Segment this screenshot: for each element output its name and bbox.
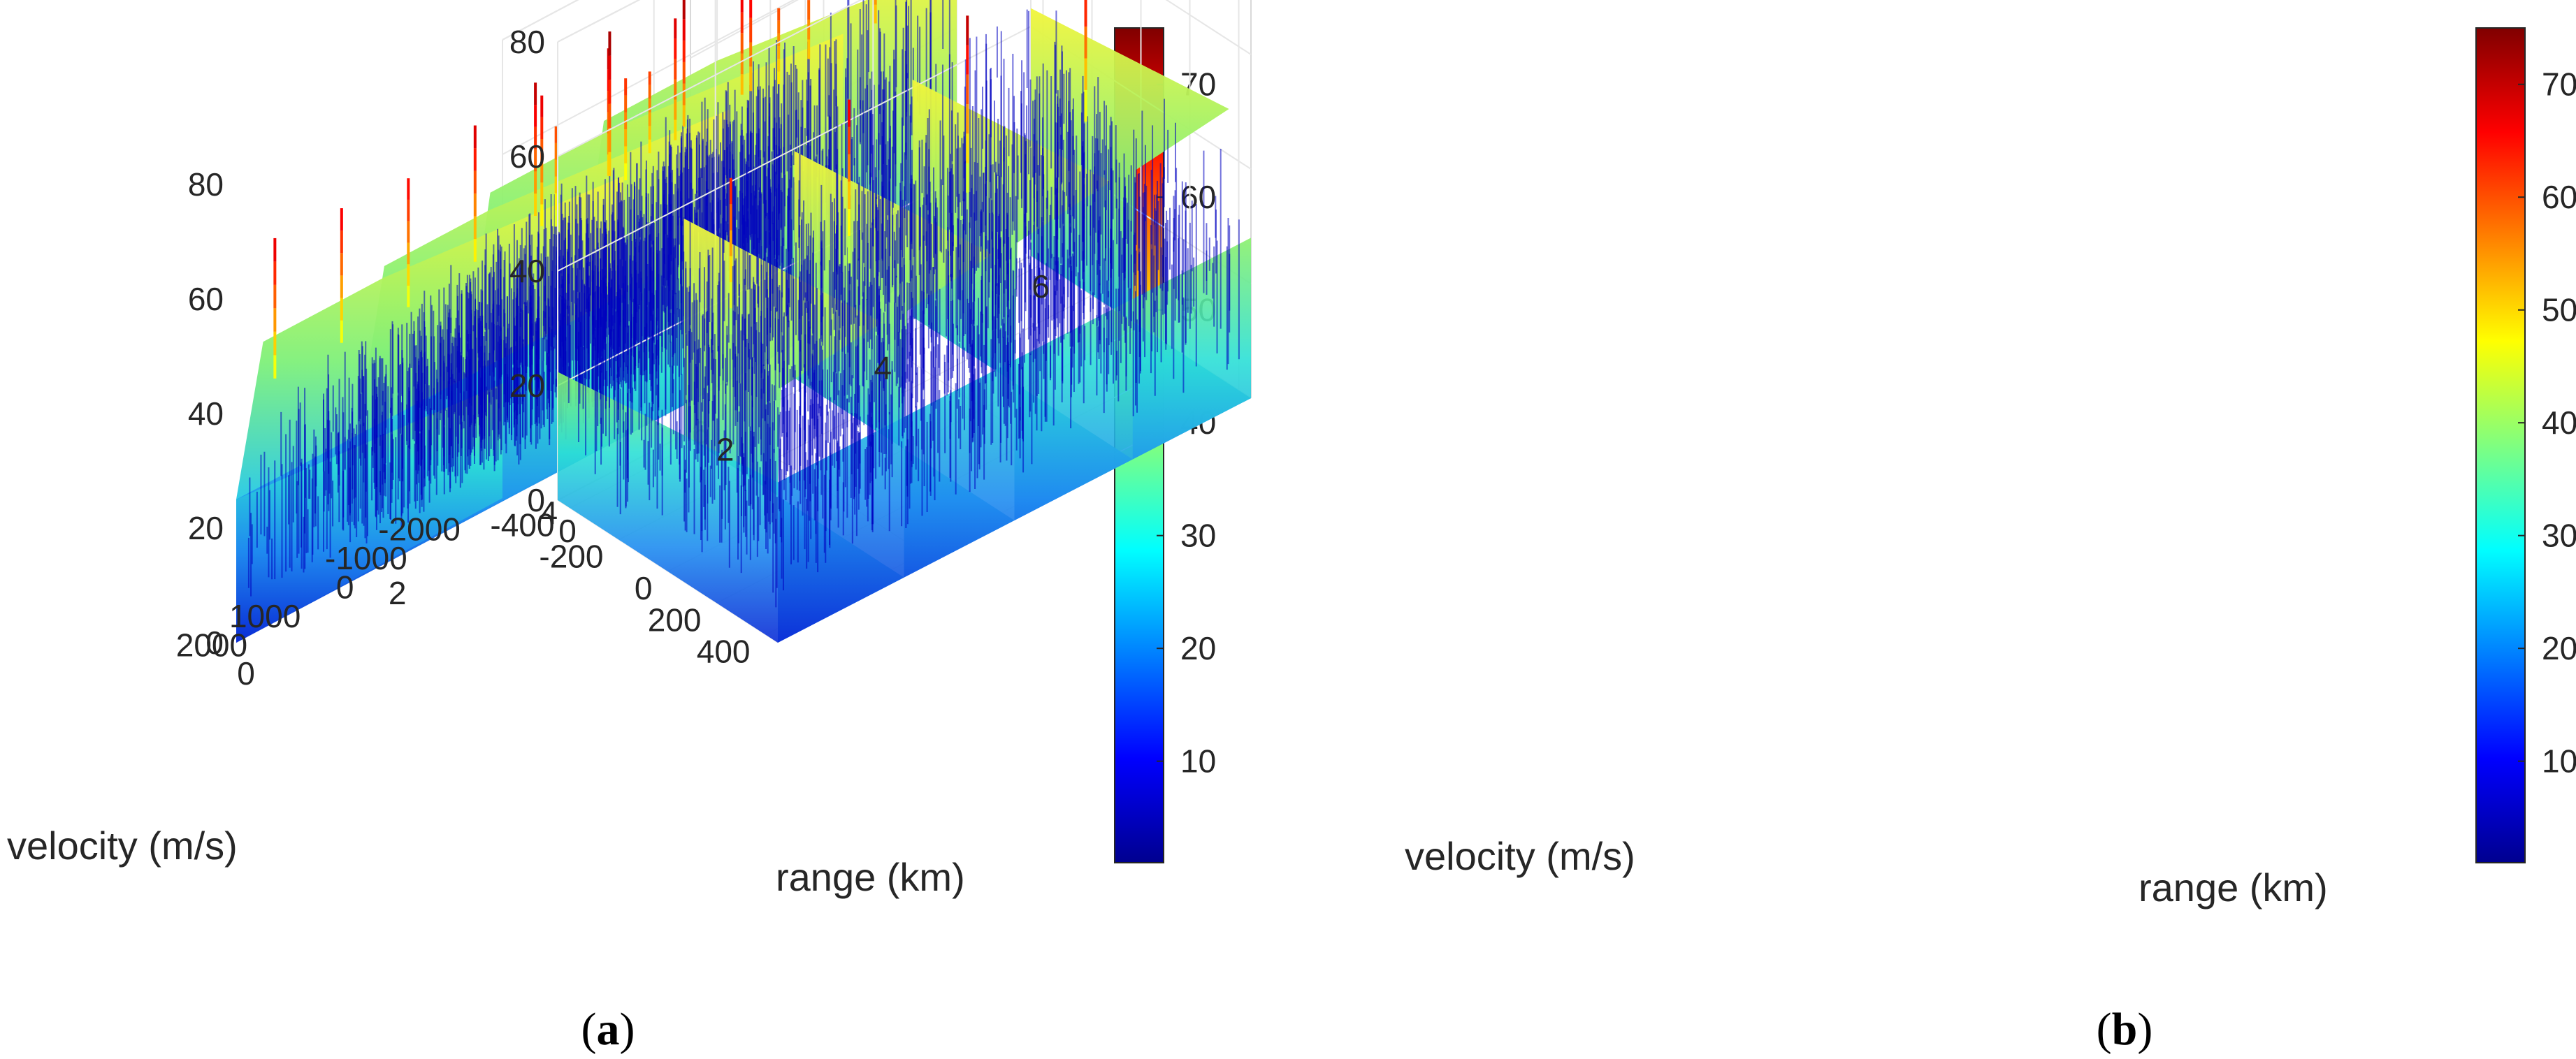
colorbar-tick-label: 60 (2542, 179, 2576, 215)
range-axis: 0 2 4 6 range (km) (558, 268, 2328, 910)
range-tick-label: 6 (1032, 268, 1050, 305)
z-tick-label: 20 (509, 367, 545, 404)
surface-plot (558, 8, 1251, 643)
velocity-tick-label: 1000 (229, 598, 301, 634)
colorbar-gradient (2475, 27, 2526, 863)
z-gridline (690, 0, 799, 59)
velocity-tick-label: 0 (336, 569, 354, 606)
caption-paren-close: ) (2137, 1004, 2152, 1055)
colorbar-tick-label: 40 (2542, 404, 2576, 441)
z-gridline (1165, 0, 1252, 55)
z-gridline (557, 0, 641, 43)
z-tick-label: 20 (188, 510, 224, 546)
targets (273, 0, 877, 379)
range-tick-label: 4 (874, 350, 892, 386)
colorbar-tick-label: 20 (1180, 630, 1216, 666)
range-tick-label: 2 (716, 431, 735, 467)
velocity-tick-label: -200 (539, 539, 603, 575)
caption-letter: b (2112, 1004, 2138, 1055)
velocity-tick-label: 200 (648, 601, 702, 638)
velocity-tick-label: -400 (490, 506, 554, 543)
z-tick-label: 40 (188, 395, 224, 432)
surface-plot (236, 0, 957, 643)
noise-floor-side (558, 372, 778, 643)
colorbar: 10 20 30 40 50 60 70 (2475, 27, 2576, 863)
colorbar-tick-label: 30 (2542, 518, 2576, 554)
caption-paren-close: ) (620, 1004, 635, 1055)
z-tick-label: 40 (509, 253, 545, 289)
range-axis-label: range (km) (2139, 866, 2328, 910)
z-axis: 0 20 40 60 80 (188, 166, 224, 661)
panel-caption: (a) (581, 1004, 635, 1055)
z-tick-label: 60 (188, 281, 224, 317)
range-tick-label: 0 (558, 513, 577, 549)
velocity-tick-label: -1000 (325, 540, 407, 576)
panel-caption: (b) (2097, 1004, 2153, 1055)
colorbar-tick-label: 50 (2542, 292, 2576, 328)
range-axis-label: range (km) (776, 855, 965, 899)
z-tick-label: 80 (188, 166, 224, 203)
velocity-axis-label: velocity (m/s) (1405, 834, 1635, 878)
velocity-tick-label: 0 (635, 570, 653, 606)
surface-texture (567, 9, 1240, 608)
range-tick-label: 0 (237, 655, 255, 692)
targets (729, 0, 1087, 335)
caption-paren-open: ( (581, 1004, 597, 1055)
velocity-tick-label: 400 (697, 634, 751, 670)
colorbar-tick-label: 10 (2542, 743, 2576, 780)
velocity-tick-label: 2000 (176, 627, 247, 663)
range-tick-label: 2 (389, 575, 407, 611)
colorbar-tick-label: 70 (2542, 66, 2576, 103)
colorbar-tick-label: 10 (1180, 743, 1216, 780)
z-gridline (502, 0, 795, 155)
z-axis: 0 20 40 60 80 (509, 24, 545, 518)
caption-paren-open: ( (2097, 1004, 2112, 1055)
z-tick-label: 60 (509, 138, 545, 175)
noise-floor-side (236, 384, 502, 643)
z-gridline (557, 0, 862, 157)
velocity-axis-label: velocity (m/s) (7, 824, 238, 868)
z-tick-label: 0 (205, 625, 224, 661)
z-tick-label: 80 (509, 24, 545, 60)
caption-letter: a (597, 1004, 620, 1055)
velocity-tick-label: -2000 (378, 511, 461, 548)
captions: (a) (b) (581, 1004, 2153, 1055)
colorbar-tick-label: 30 (1180, 518, 1216, 554)
range-tick-label: 4 (540, 495, 558, 531)
z-tick-label: 0 (527, 482, 545, 518)
colorbar-tick-label: 20 (2542, 630, 2576, 666)
